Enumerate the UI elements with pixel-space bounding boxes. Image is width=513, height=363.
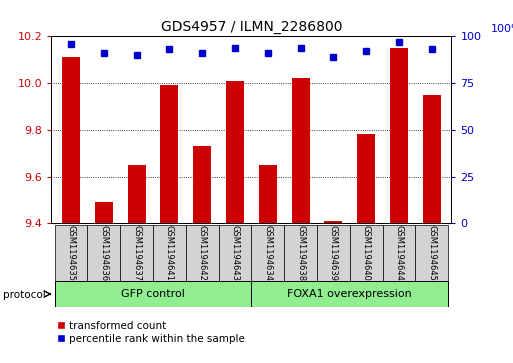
Bar (357, 134, 375, 223)
Text: GSM1194634: GSM1194634 (263, 225, 272, 281)
Text: GSM1194639: GSM1194639 (329, 225, 338, 281)
Bar (87, 225, 120, 281)
Bar (54, 225, 87, 281)
Bar (383, 225, 416, 281)
Text: GSM1194640: GSM1194640 (362, 225, 371, 281)
Bar (128, 165, 146, 223)
Bar (226, 81, 244, 223)
Text: GSM1194643: GSM1194643 (230, 225, 240, 281)
Bar (259, 165, 277, 223)
Bar (317, 225, 350, 281)
Text: GFP control: GFP control (121, 289, 185, 299)
Text: GSM1194635: GSM1194635 (67, 225, 75, 281)
Title: GDS4957 / ILMN_2286800: GDS4957 / ILMN_2286800 (161, 20, 342, 34)
Text: GSM1194641: GSM1194641 (165, 225, 174, 281)
Text: FOXA1 overexpression: FOXA1 overexpression (287, 289, 412, 299)
Bar (186, 225, 219, 281)
Bar (324, 221, 342, 223)
Bar (390, 48, 408, 223)
Bar (193, 146, 211, 223)
Bar (120, 225, 153, 281)
Bar (284, 225, 317, 281)
Text: GSM1194644: GSM1194644 (394, 225, 403, 281)
Text: 100%: 100% (490, 24, 513, 33)
Bar (62, 57, 80, 223)
Bar (350, 225, 383, 281)
Bar (251, 281, 448, 307)
Bar (161, 85, 179, 223)
Bar (251, 225, 284, 281)
Bar (423, 95, 441, 223)
Bar (153, 225, 186, 281)
Bar (54, 281, 251, 307)
Text: GSM1194642: GSM1194642 (198, 225, 207, 281)
Bar (95, 202, 113, 223)
Text: protocol: protocol (3, 290, 45, 300)
Text: GSM1194637: GSM1194637 (132, 225, 141, 281)
Legend: transformed count, percentile rank within the sample: transformed count, percentile rank withi… (56, 321, 245, 344)
Bar (219, 225, 251, 281)
Text: GSM1194638: GSM1194638 (296, 225, 305, 281)
Text: GSM1194636: GSM1194636 (100, 225, 108, 281)
Text: GSM1194645: GSM1194645 (427, 225, 436, 281)
Bar (416, 225, 448, 281)
Bar (291, 78, 309, 223)
